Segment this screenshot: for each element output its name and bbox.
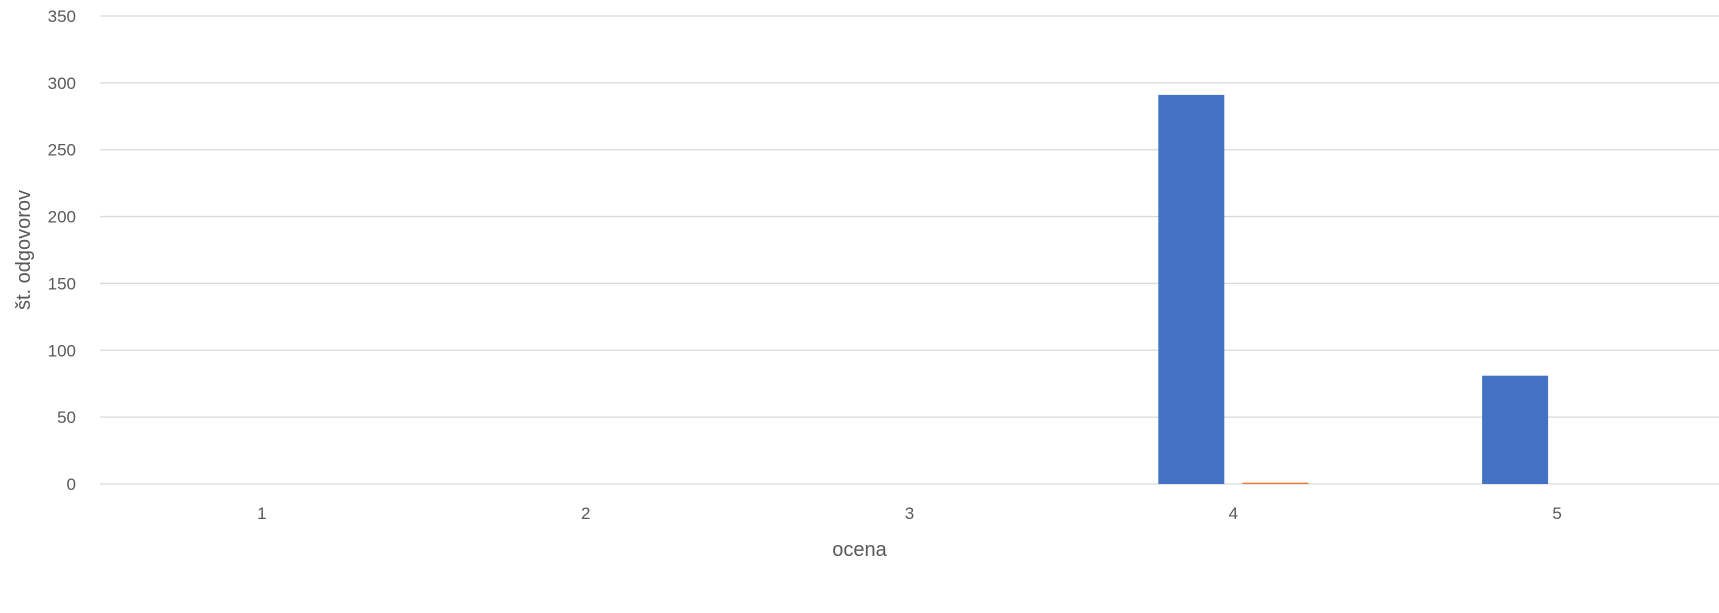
x-tick-label: 3 [905,504,914,523]
y-axis-ticks: 0 50 100 150 200 250 300 350 [48,7,76,494]
bar [1482,375,1549,484]
x-tick-label: 2 [581,504,590,523]
bar [1242,482,1309,484]
x-axis-title: ocena [832,539,887,561]
y-axis-title: št. odgovorov [13,190,35,310]
x-tick-label: 5 [1552,504,1561,523]
y-tick-label: 150 [48,274,76,293]
y-tick-label: 350 [48,7,76,26]
y-tick-label: 250 [48,141,76,160]
bar [1158,94,1225,485]
y-tick-label: 50 [57,408,76,427]
bars [1158,94,1549,485]
y-tick-label: 200 [48,208,76,227]
y-tick-label: 0 [67,475,76,494]
gridlines [100,15,1719,485]
y-tick-label: 100 [48,341,76,360]
x-tick-label: 4 [1229,504,1238,523]
x-tick-label: 1 [257,504,266,523]
x-axis-ticks: 1 2 3 4 5 [257,504,1562,523]
y-tick-label: 300 [48,74,76,93]
